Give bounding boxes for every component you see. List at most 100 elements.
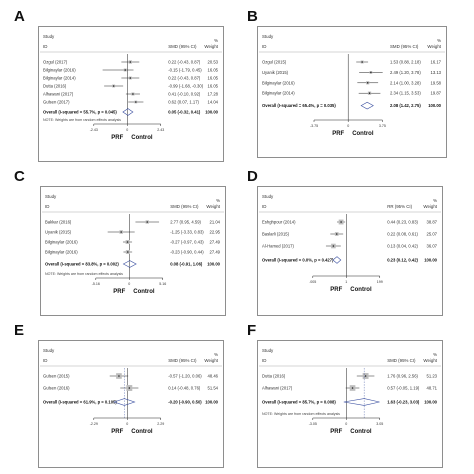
study-ci-text: -0.27 (-0.97, 0.43) — [170, 240, 204, 245]
study-label: Ozgul (2015) — [262, 60, 287, 65]
study-weight: 16.05 — [208, 76, 219, 81]
study-point — [132, 93, 134, 95]
overall-diamond — [122, 260, 137, 268]
x-tick-label: .005 — [309, 280, 316, 284]
x-tick-label: 2.29 — [157, 422, 164, 426]
study-ci-text: -1.25 (-3.33, 0.83) — [170, 230, 204, 235]
effect-header: RR (95% CI) — [387, 204, 412, 209]
study-weight: 13.13 — [431, 70, 442, 75]
overall-weight: 100.00 — [205, 110, 218, 115]
forest-plot-c: Study% ID SMD (95% CI) Weight Bakkar (2016) 2… — [40, 186, 226, 316]
overall-diamond — [113, 398, 136, 406]
study-ci-text: 0.22 (-0.43, 0.87) — [168, 76, 201, 81]
overall-diamond — [343, 398, 380, 406]
panel-letter-b: B — [247, 8, 258, 25]
study-weight: 51.54 — [208, 386, 219, 391]
plot-frame — [38, 340, 224, 468]
study-point — [112, 85, 115, 87]
favours-left-label: PRF — [111, 429, 123, 435]
study-point — [129, 61, 132, 63]
plot-frame — [257, 340, 443, 468]
overall-label: Overall (I-squared = 83.8%, p = 0.002) — [45, 262, 119, 267]
study-label: Bilginaylar (2016) — [262, 80, 295, 85]
study-point — [335, 233, 338, 235]
overall-weight: 100.00 — [424, 400, 437, 405]
x-tick-label: -3.75 — [310, 124, 318, 128]
study-header: Study — [262, 348, 274, 353]
favours-right-label: Control — [133, 289, 155, 295]
forest-plot-e: Study% ID SMD (95% CI) Weight Gulsen (2015) -… — [38, 340, 224, 468]
favours-left-label: PRF — [111, 135, 123, 141]
study-ci-text: -0.57 (-1.20, 0.06) — [168, 374, 202, 379]
study-header: Study — [45, 194, 57, 199]
study-ci-text: -0.99 (-1.68, -0.30) — [168, 84, 204, 89]
study-label: Alhawani (2017) — [43, 92, 74, 97]
forest-plot-d: Study% ID RR (95% CI) Weight Eshghpour (2014… — [257, 186, 443, 316]
study-weight: 38.87 — [427, 220, 438, 225]
favours-right-label: Control — [131, 135, 153, 141]
study-header: Study — [43, 34, 55, 39]
id-header: ID — [43, 44, 47, 49]
overall-ci-text: 2.08 (1.42, 2.75) — [390, 103, 421, 108]
percent-header: % — [437, 38, 441, 43]
study-ci-text: 0.22 (0.08, 0.61) — [387, 232, 418, 237]
weight-header: Weight — [204, 358, 218, 363]
study-weight: 22.95 — [210, 230, 221, 235]
study-point — [135, 101, 137, 103]
plot-frame — [40, 186, 226, 316]
percent-header: % — [214, 352, 218, 357]
forest-plot-b: Study% ID SMD (95% CI) Weight Ozgul (2015) 1.… — [257, 26, 447, 158]
id-header: ID — [45, 204, 49, 209]
effect-header: SMD (95% CI) — [168, 358, 197, 363]
study-weight: 48.71 — [427, 386, 438, 391]
study-header: Study — [43, 348, 55, 353]
overall-label: Overall (I-squared = 85.7%, p = 0.008) — [262, 400, 336, 405]
id-header: ID — [262, 204, 266, 209]
study-header: Study — [262, 34, 274, 39]
percent-header: % — [214, 38, 218, 43]
study-weight: 27.49 — [210, 240, 221, 245]
overall-ci-text: -0.20 (-0.90, 0.50) — [168, 400, 202, 405]
overall-label: Overall (I-squared = 61.9%, p = 0.105) — [43, 400, 117, 405]
x-tick-label: 0 — [345, 422, 347, 426]
study-point — [128, 387, 131, 389]
overall-weight: 100.00 — [424, 258, 437, 263]
percent-header: % — [433, 198, 437, 203]
study-point — [351, 387, 354, 389]
study-ci-text: 0.13 (0.04, 0.42) — [387, 244, 418, 249]
overall-ci-text: 0.23 (0.12, 0.42) — [387, 258, 418, 263]
x-tick-label: 0 — [128, 282, 130, 286]
study-weight: 51.23 — [427, 374, 438, 379]
forest-plot-a: Study% ID SMD (95% CI) Weight Ozgul (2017) 0.… — [38, 26, 224, 162]
weight-header: Weight — [206, 204, 220, 209]
study-label: Gulsen (2015) — [43, 374, 70, 379]
x-tick-label: 0 — [126, 422, 128, 426]
study-ci-text: 0.14 (-0.48, 0.76) — [168, 386, 201, 391]
study-weight: 16.05 — [208, 84, 219, 89]
plot-frame — [257, 186, 443, 316]
favours-right-label: Control — [350, 429, 372, 435]
study-label: Baslarli (2015) — [262, 232, 290, 237]
panel-letter-e: E — [14, 322, 25, 339]
x-tick-label: 199 — [377, 280, 383, 284]
favours-right-label: Control — [131, 429, 153, 435]
study-ci-text: 2.34 (1.15, 3.53) — [390, 91, 421, 96]
overall-ci-text: 0.05 (-0.32, 0.41) — [168, 110, 201, 115]
study-ci-text: 0.41 (-0.10, 0.92) — [168, 92, 201, 97]
study-weight: 14.04 — [208, 100, 219, 105]
effect-header: SMD (95% CI) — [387, 358, 416, 363]
study-weight: 17.28 — [208, 92, 219, 97]
study-label: Bilginaylar (2016) — [43, 68, 76, 73]
random-effects-note: NOTE: Weights are from random effects an… — [43, 118, 121, 122]
study-label: Dutta (2016) — [43, 84, 67, 89]
effect-header: SMD (95% CI) — [168, 44, 197, 49]
x-tick-label: -2.43 — [90, 128, 98, 132]
study-weight: 36.07 — [427, 244, 438, 249]
study-ci-text: 0.22 (-0.43, 0.87) — [168, 60, 201, 65]
study-label: Bakkar (2016) — [45, 220, 72, 225]
x-tick-label: -5.16 — [92, 282, 100, 286]
study-point — [332, 245, 335, 247]
panel-letter-d: D — [247, 168, 258, 185]
study-ci-text: 1.76 (0.96, 2.56) — [387, 374, 418, 379]
study-ci-text: 2.49 (1.20, 3.78) — [390, 70, 421, 75]
